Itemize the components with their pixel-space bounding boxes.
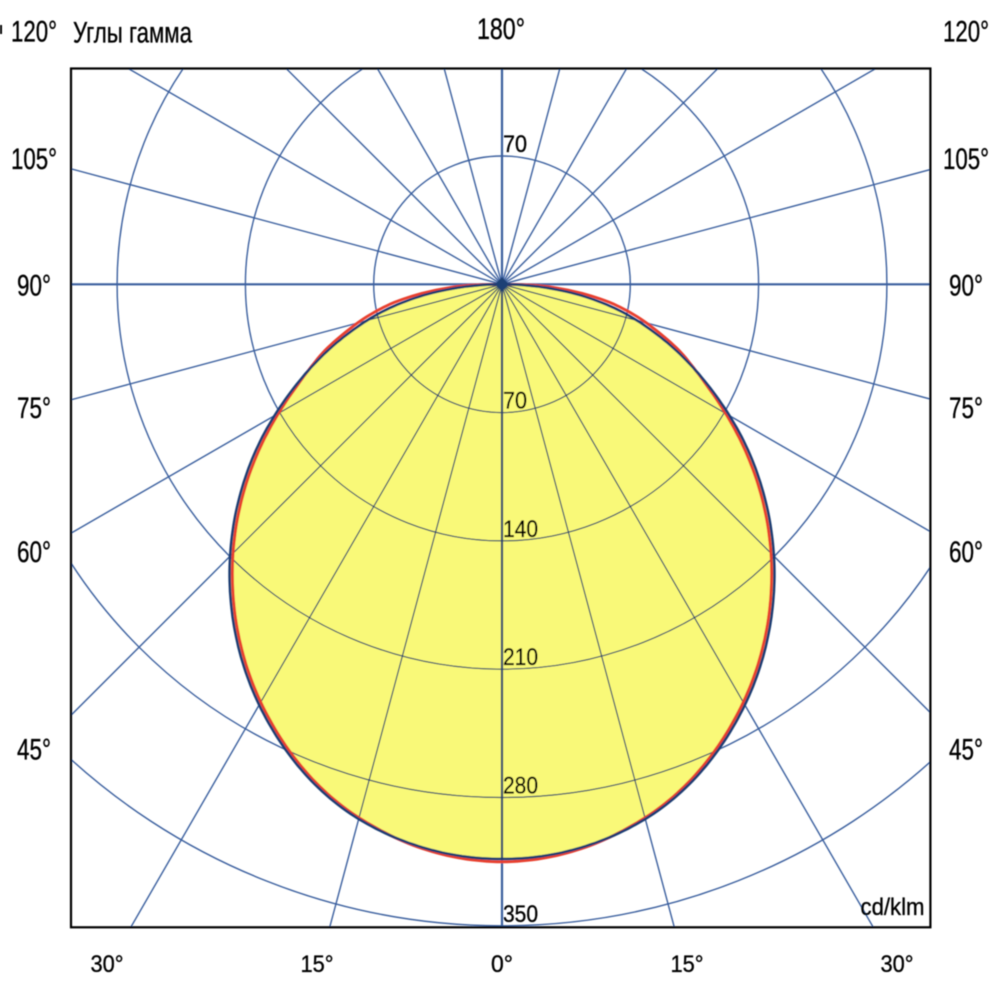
- svg-text:120°: 120°: [943, 15, 989, 48]
- svg-text:60°: 60°: [949, 536, 983, 569]
- svg-text:Углы гамма: Углы гамма: [73, 16, 192, 49]
- svg-text:180°: 180°: [477, 13, 525, 46]
- svg-text:cd/klm: cd/klm: [861, 894, 925, 921]
- svg-text:75°: 75°: [949, 392, 983, 425]
- svg-text:105°: 105°: [943, 143, 989, 176]
- svg-text:90°: 90°: [17, 270, 51, 303]
- svg-text:30°: 30°: [881, 951, 914, 978]
- svg-text:210: 210: [503, 644, 538, 671]
- svg-text:70: 70: [503, 131, 527, 158]
- svg-text:90°: 90°: [949, 270, 983, 303]
- svg-text:280: 280: [503, 773, 538, 800]
- svg-text:60°: 60°: [17, 536, 51, 569]
- svg-text:45°: 45°: [17, 733, 51, 766]
- svg-text:0°: 0°: [491, 951, 513, 978]
- svg-text:70: 70: [503, 388, 527, 415]
- svg-text:140: 140: [503, 516, 538, 543]
- svg-text:30°: 30°: [91, 951, 124, 978]
- svg-text:120°: 120°: [11, 15, 57, 48]
- svg-text:15°: 15°: [671, 951, 704, 978]
- svg-text:350: 350: [503, 901, 538, 928]
- svg-text:45°: 45°: [949, 733, 983, 766]
- svg-text:15°: 15°: [301, 951, 334, 978]
- svg-text:75°: 75°: [17, 392, 51, 425]
- svg-text:105°: 105°: [11, 143, 57, 176]
